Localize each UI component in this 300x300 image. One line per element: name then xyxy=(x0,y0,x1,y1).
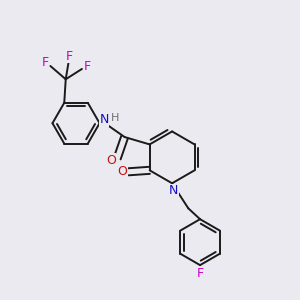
Text: F: F xyxy=(66,50,73,63)
Text: F: F xyxy=(84,59,91,73)
Text: N: N xyxy=(99,113,109,126)
Text: O: O xyxy=(106,154,116,167)
Text: H: H xyxy=(111,113,119,123)
Text: F: F xyxy=(42,56,49,69)
Text: F: F xyxy=(196,268,204,281)
Text: N: N xyxy=(169,184,178,197)
Text: O: O xyxy=(117,165,127,178)
